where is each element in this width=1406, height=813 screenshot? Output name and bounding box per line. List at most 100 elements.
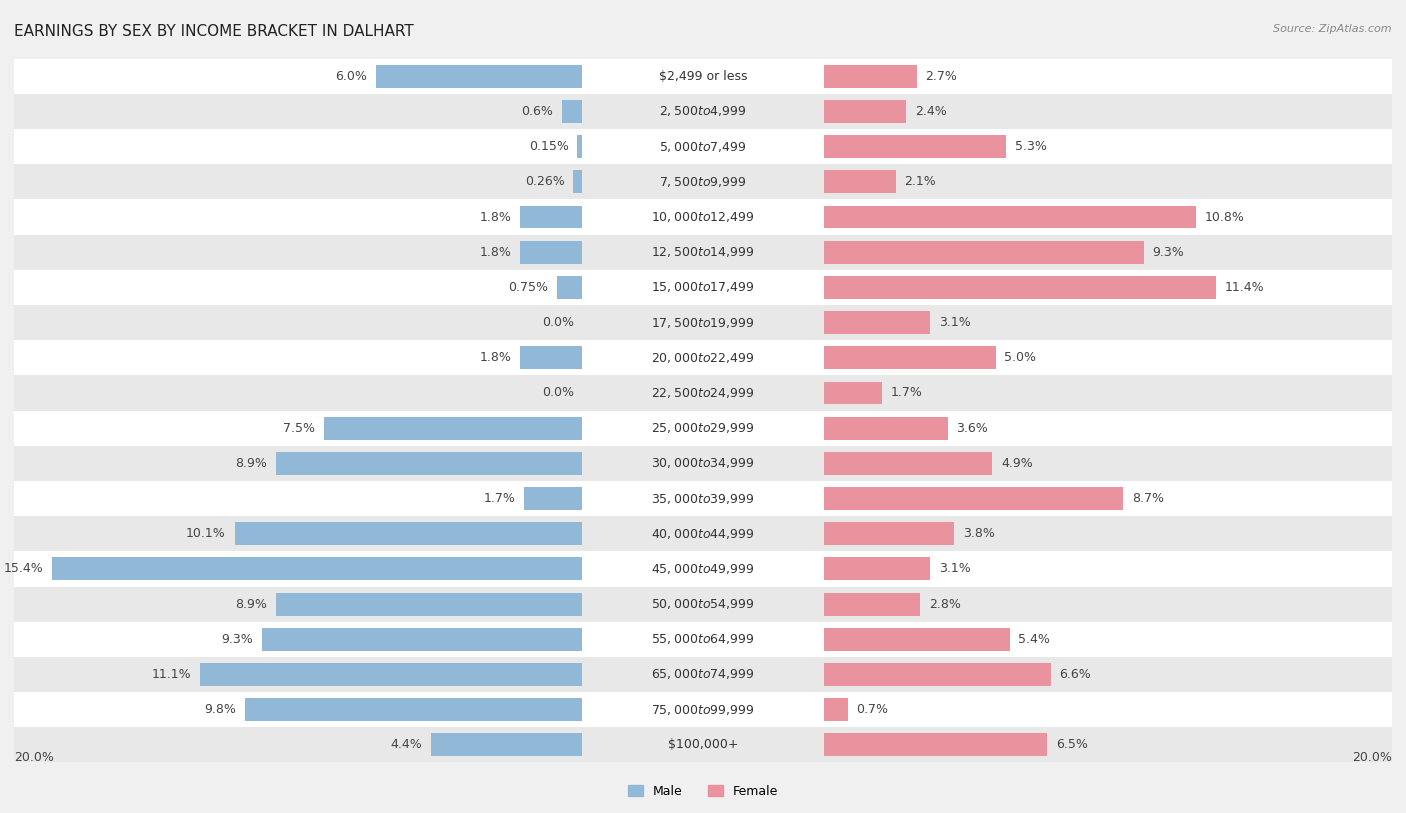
Text: $20,000 to $22,499: $20,000 to $22,499	[651, 350, 755, 365]
Text: $75,000 to $99,999: $75,000 to $99,999	[651, 702, 755, 717]
Text: $35,000 to $39,999: $35,000 to $39,999	[651, 492, 755, 506]
Text: $2,499 or less: $2,499 or less	[659, 70, 747, 83]
Text: 2.7%: 2.7%	[925, 70, 957, 83]
Bar	[14, 270, 1392, 305]
Legend: Male, Female: Male, Female	[623, 780, 783, 803]
Bar	[14, 235, 1392, 270]
Text: 3.1%: 3.1%	[939, 563, 970, 576]
Bar	[14, 376, 1392, 411]
Bar	[14, 340, 1392, 376]
Text: 0.15%: 0.15%	[529, 140, 568, 153]
Text: 6.6%: 6.6%	[1060, 668, 1091, 681]
Bar	[824, 171, 896, 193]
Bar	[824, 346, 995, 369]
Text: 0.7%: 0.7%	[856, 703, 889, 716]
Bar	[14, 586, 1392, 622]
Bar	[824, 558, 931, 580]
Bar	[14, 446, 1392, 481]
Bar	[524, 487, 582, 510]
Bar	[824, 206, 1195, 228]
Bar	[824, 487, 1123, 510]
Text: 10.1%: 10.1%	[186, 527, 226, 540]
Text: 0.0%: 0.0%	[541, 386, 574, 399]
Bar	[276, 452, 582, 475]
Bar	[824, 100, 907, 123]
Text: 6.5%: 6.5%	[1056, 738, 1088, 751]
Text: 7.5%: 7.5%	[284, 422, 315, 435]
Bar	[824, 311, 931, 334]
Text: 15.4%: 15.4%	[4, 563, 44, 576]
Bar	[574, 171, 582, 193]
Text: 1.7%: 1.7%	[484, 492, 515, 505]
Bar	[14, 199, 1392, 235]
Text: 1.8%: 1.8%	[479, 351, 512, 364]
Text: 4.4%: 4.4%	[391, 738, 422, 751]
Text: 1.8%: 1.8%	[479, 246, 512, 259]
Bar	[14, 481, 1392, 516]
Bar	[235, 522, 582, 546]
Text: 3.8%: 3.8%	[963, 527, 995, 540]
Bar	[14, 59, 1392, 93]
Text: 8.9%: 8.9%	[235, 598, 267, 611]
Bar	[578, 135, 582, 158]
Text: $15,000 to $17,499: $15,000 to $17,499	[651, 280, 755, 294]
Bar	[14, 622, 1392, 657]
Text: Source: ZipAtlas.com: Source: ZipAtlas.com	[1274, 24, 1392, 34]
Text: 5.3%: 5.3%	[1015, 140, 1046, 153]
Bar	[430, 733, 582, 756]
Bar	[824, 593, 920, 615]
Bar	[562, 100, 582, 123]
Text: 2.1%: 2.1%	[904, 176, 936, 189]
Text: 6.0%: 6.0%	[335, 70, 367, 83]
Text: 1.8%: 1.8%	[479, 211, 512, 224]
Text: $50,000 to $54,999: $50,000 to $54,999	[651, 597, 755, 611]
Text: 9.3%: 9.3%	[222, 633, 253, 646]
Text: 3.1%: 3.1%	[939, 316, 970, 329]
Text: $25,000 to $29,999: $25,000 to $29,999	[651, 421, 755, 435]
Bar	[824, 135, 1007, 158]
Text: 2.4%: 2.4%	[915, 105, 946, 118]
Text: 8.9%: 8.9%	[235, 457, 267, 470]
Text: 0.0%: 0.0%	[541, 316, 574, 329]
Bar	[52, 558, 582, 580]
Bar	[520, 346, 582, 369]
Text: 3.6%: 3.6%	[956, 422, 988, 435]
Bar	[824, 733, 1047, 756]
Bar	[824, 417, 948, 440]
Text: 9.8%: 9.8%	[204, 703, 236, 716]
Bar	[824, 663, 1050, 686]
Bar	[14, 551, 1392, 586]
Text: 9.3%: 9.3%	[1153, 246, 1184, 259]
Bar	[520, 241, 582, 263]
Text: 1.7%: 1.7%	[891, 386, 922, 399]
Bar	[557, 276, 582, 299]
Text: 4.9%: 4.9%	[1001, 457, 1033, 470]
Text: 20.0%: 20.0%	[1353, 751, 1392, 764]
Bar	[824, 241, 1144, 263]
Bar	[520, 206, 582, 228]
Bar	[14, 411, 1392, 446]
Bar	[824, 522, 955, 546]
Text: 10.8%: 10.8%	[1204, 211, 1244, 224]
Bar	[14, 516, 1392, 551]
Bar	[276, 593, 582, 615]
Text: $10,000 to $12,499: $10,000 to $12,499	[651, 210, 755, 224]
Bar	[824, 276, 1216, 299]
Bar	[245, 698, 582, 721]
Text: 11.1%: 11.1%	[152, 668, 191, 681]
Text: 11.4%: 11.4%	[1225, 281, 1264, 294]
Text: 0.6%: 0.6%	[522, 105, 553, 118]
Text: 5.4%: 5.4%	[1018, 633, 1050, 646]
Bar	[325, 417, 582, 440]
Text: $45,000 to $49,999: $45,000 to $49,999	[651, 562, 755, 576]
Bar	[824, 698, 848, 721]
Text: 0.26%: 0.26%	[524, 176, 565, 189]
Text: 20.0%: 20.0%	[14, 751, 53, 764]
Text: $55,000 to $64,999: $55,000 to $64,999	[651, 633, 755, 646]
Bar	[14, 728, 1392, 763]
Bar	[824, 452, 993, 475]
Bar	[824, 628, 1010, 650]
Text: 8.7%: 8.7%	[1132, 492, 1164, 505]
Text: 0.75%: 0.75%	[508, 281, 548, 294]
Text: $2,500 to $4,999: $2,500 to $4,999	[659, 104, 747, 119]
